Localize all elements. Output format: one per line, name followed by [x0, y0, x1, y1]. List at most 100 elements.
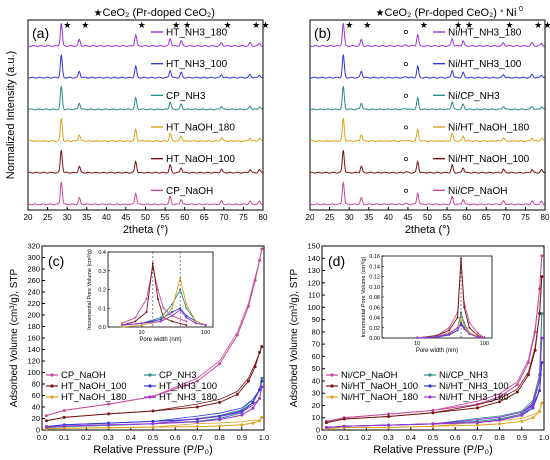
- isotherm-point: [253, 279, 257, 282]
- inset-y-tick-label: 0.14: [369, 264, 380, 270]
- inset-psd-point: [171, 311, 174, 313]
- x-tick-label: 0.5: [148, 433, 158, 442]
- legend-label: Ni/HT_NaOH_100: [448, 154, 530, 165]
- inset-psd-point: [463, 324, 466, 327]
- isotherm-point: [520, 419, 524, 423]
- ni-peak-marker: [404, 157, 408, 162]
- legend-label: CP_NaOH: [61, 370, 106, 381]
- inset-psd-point: [468, 332, 471, 335]
- inset-psd-point: [145, 311, 148, 313]
- legend-label: Ni/HT_NaOH_180: [448, 123, 530, 134]
- isotherm-point: [260, 379, 264, 383]
- plot-frame: [27, 19, 264, 211]
- x-tick-label: 30: [345, 213, 354, 222]
- inset-psd-point: [194, 320, 197, 323]
- xrd-trace: [309, 117, 545, 142]
- inset-psd-point: [463, 327, 466, 330]
- inset-psd-point: [159, 320, 162, 323]
- inset-psd-line: [122, 278, 206, 328]
- legend-label: HT_NH3_100: [159, 381, 217, 392]
- inset-psd-point: [121, 326, 124, 328]
- inset-y-axis-label: Incremental Pore Volume (cm³/g): [87, 249, 93, 330]
- x-tick-label: 0.2: [81, 433, 91, 442]
- inset-psd-point: [140, 324, 143, 327]
- x-tick-label: 55: [161, 213, 170, 222]
- y-tick-label: 80: [32, 380, 40, 389]
- x-tick-label: 35: [82, 213, 91, 222]
- ceo2-peak-star: ★: [63, 20, 71, 30]
- y-tick-label: 320: [27, 242, 40, 251]
- legend-label: HT_NH3_100: [166, 59, 228, 70]
- isotherm-point: [44, 414, 48, 418]
- isotherm-point: [218, 424, 222, 428]
- y-tick-label: 30: [312, 389, 320, 398]
- legend-marker: [148, 395, 152, 399]
- isotherm-point: [246, 379, 250, 383]
- xrd-trace: [27, 150, 263, 174]
- ceo2-peak-star: ★: [252, 20, 260, 30]
- inset-y-tick-label: 0.02: [369, 326, 380, 332]
- y-tick-label: 90: [312, 315, 320, 324]
- inset-y-tick-label: 0.4: [98, 250, 106, 256]
- isotherm-point: [235, 333, 239, 337]
- isotherm-point: [475, 423, 479, 427]
- inset-x-tick-label: 100: [480, 341, 489, 347]
- isotherm-point: [235, 392, 239, 396]
- inset-psd-point: [436, 335, 439, 338]
- x-tick-label: 0.8: [214, 433, 224, 442]
- inset-psd-point: [185, 324, 188, 327]
- x-tick-label: 0.1: [339, 433, 349, 442]
- ceo2-peak-star: ★: [138, 20, 146, 30]
- legend-marker: [330, 384, 334, 388]
- x-tick-label: 0.5: [428, 433, 438, 442]
- y-tick-label: 50: [312, 364, 320, 373]
- x-tick-label: 35: [364, 213, 373, 222]
- xrd-trace: [309, 181, 545, 206]
- isotherm-point: [44, 419, 48, 423]
- panel-letter: (c): [48, 253, 64, 269]
- x-tick-label: 0.9: [517, 433, 527, 442]
- panel-letter: (a): [32, 25, 49, 41]
- isotherm-point: [260, 415, 264, 419]
- inset-psd-point: [134, 320, 137, 323]
- y-tick-label: 0: [36, 426, 40, 435]
- x-tick-label: 40: [102, 213, 111, 222]
- x-tick-label: 65: [200, 213, 209, 222]
- xrd-trace: [27, 86, 263, 111]
- isotherm-point: [342, 417, 346, 421]
- isotherm-point: [107, 402, 111, 406]
- isotherm-point: [324, 426, 328, 430]
- ni-legend-symbol: °: [500, 8, 504, 18]
- y-tick-label: 140: [27, 345, 40, 354]
- x-tick-label: 0.3: [383, 433, 393, 442]
- isotherm-point: [62, 426, 66, 430]
- isotherm-point: [324, 421, 328, 425]
- inset-psd-point: [159, 316, 162, 319]
- isotherm-point: [498, 395, 502, 399]
- ni-legend-label: Ni: [506, 7, 516, 19]
- y-tick-label: 220: [27, 299, 40, 308]
- ceo2-peak-star: ★: [81, 20, 89, 30]
- inset-psd-point: [194, 322, 197, 325]
- inset-y-axis-label: Incremental Pore Volume (cm³/g): [361, 256, 367, 337]
- isotherm-point: [538, 287, 542, 291]
- ni-peak-marker: [404, 93, 408, 98]
- plot-frame: [309, 19, 546, 211]
- isotherm-point: [107, 412, 111, 416]
- xrd-trace: [309, 150, 545, 174]
- isotherm-point: [251, 421, 255, 425]
- inset-x-axis-label: Pore width (nm): [139, 337, 181, 343]
- x-tick-label: 45: [403, 213, 412, 222]
- inset-psd-point: [476, 331, 479, 334]
- inset-psd-point: [151, 262, 154, 265]
- panel-header: CeO₂ (Pr-doped CeO₂): [103, 7, 215, 19]
- x-tick-label: 60: [462, 213, 471, 222]
- x-tick-label: 0.0: [317, 433, 327, 442]
- isotherm-point: [431, 411, 435, 415]
- inset-psd-point: [456, 316, 459, 319]
- x-tick-label: 20: [24, 213, 33, 222]
- inset-y-tick-label: 0.16: [369, 254, 380, 260]
- inset-psd-point: [185, 316, 188, 319]
- isotherm-point: [260, 385, 264, 389]
- x-tick-label: 0.4: [406, 433, 416, 442]
